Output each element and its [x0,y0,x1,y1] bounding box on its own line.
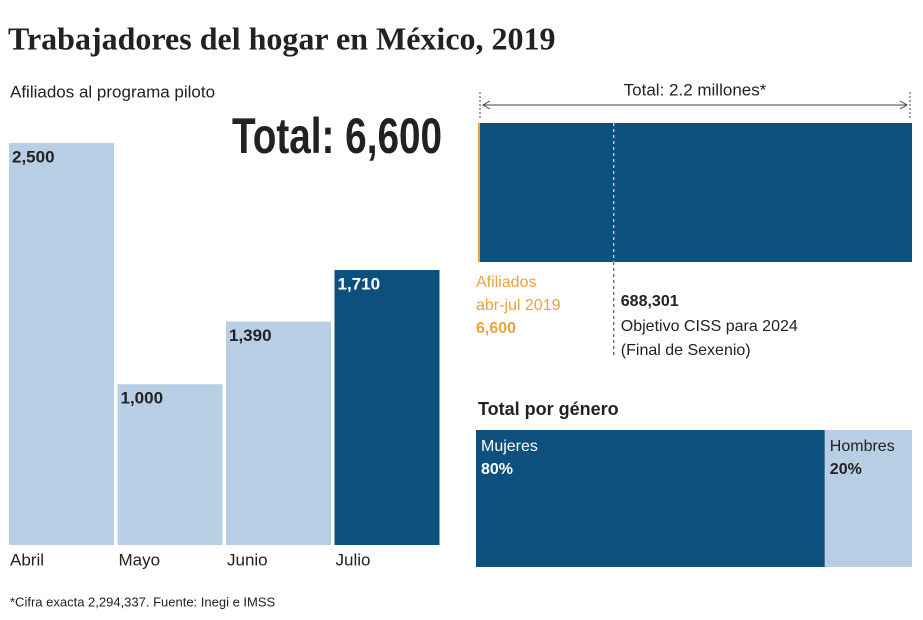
category-label: Abril [10,550,44,569]
marker-value: 688,301 [621,293,679,310]
bar [334,270,440,545]
marker-bar [478,123,480,262]
chart-title: Total: 2.2 millones* [624,80,767,99]
category-label: Junio [227,550,268,569]
chart-title: Total por género [478,399,619,419]
page-title: Trabajadores del hogar en México, 2019 [8,20,556,56]
segment-value: 20% [830,461,862,478]
value-label: 1,000 [121,389,164,408]
bar [9,143,114,545]
marker-label: Objetivo CISS para 2024 [621,318,798,335]
marker-label: Afiliados [476,274,536,291]
marker-label: (Final de Sexenio) [621,342,751,359]
marker-label: abr-jul 2019 [476,297,561,314]
bar [117,384,223,545]
total-annotation: Total: 6,600 [232,108,442,164]
value-label: 2,500 [12,147,55,166]
chart-subtitle: Afiliados al programa piloto [10,82,215,101]
segment-value: 80% [481,461,513,478]
arrow-head [481,100,909,110]
value-label: 1,710 [338,275,381,294]
footnote: *Cifra exacta 2,294,337. Fuente: Inegi e… [10,594,276,609]
value-label: 1,390 [229,326,272,345]
category-label: Julio [336,550,371,569]
share-segment [476,430,825,567]
segment-name: Hombres [830,438,895,455]
share-segment [824,430,912,567]
total-bar [478,123,912,262]
marker-value: 6,600 [476,320,516,337]
segment-name: Mujeres [481,438,538,455]
category-label: Mayo [119,550,161,569]
bar [226,321,331,545]
